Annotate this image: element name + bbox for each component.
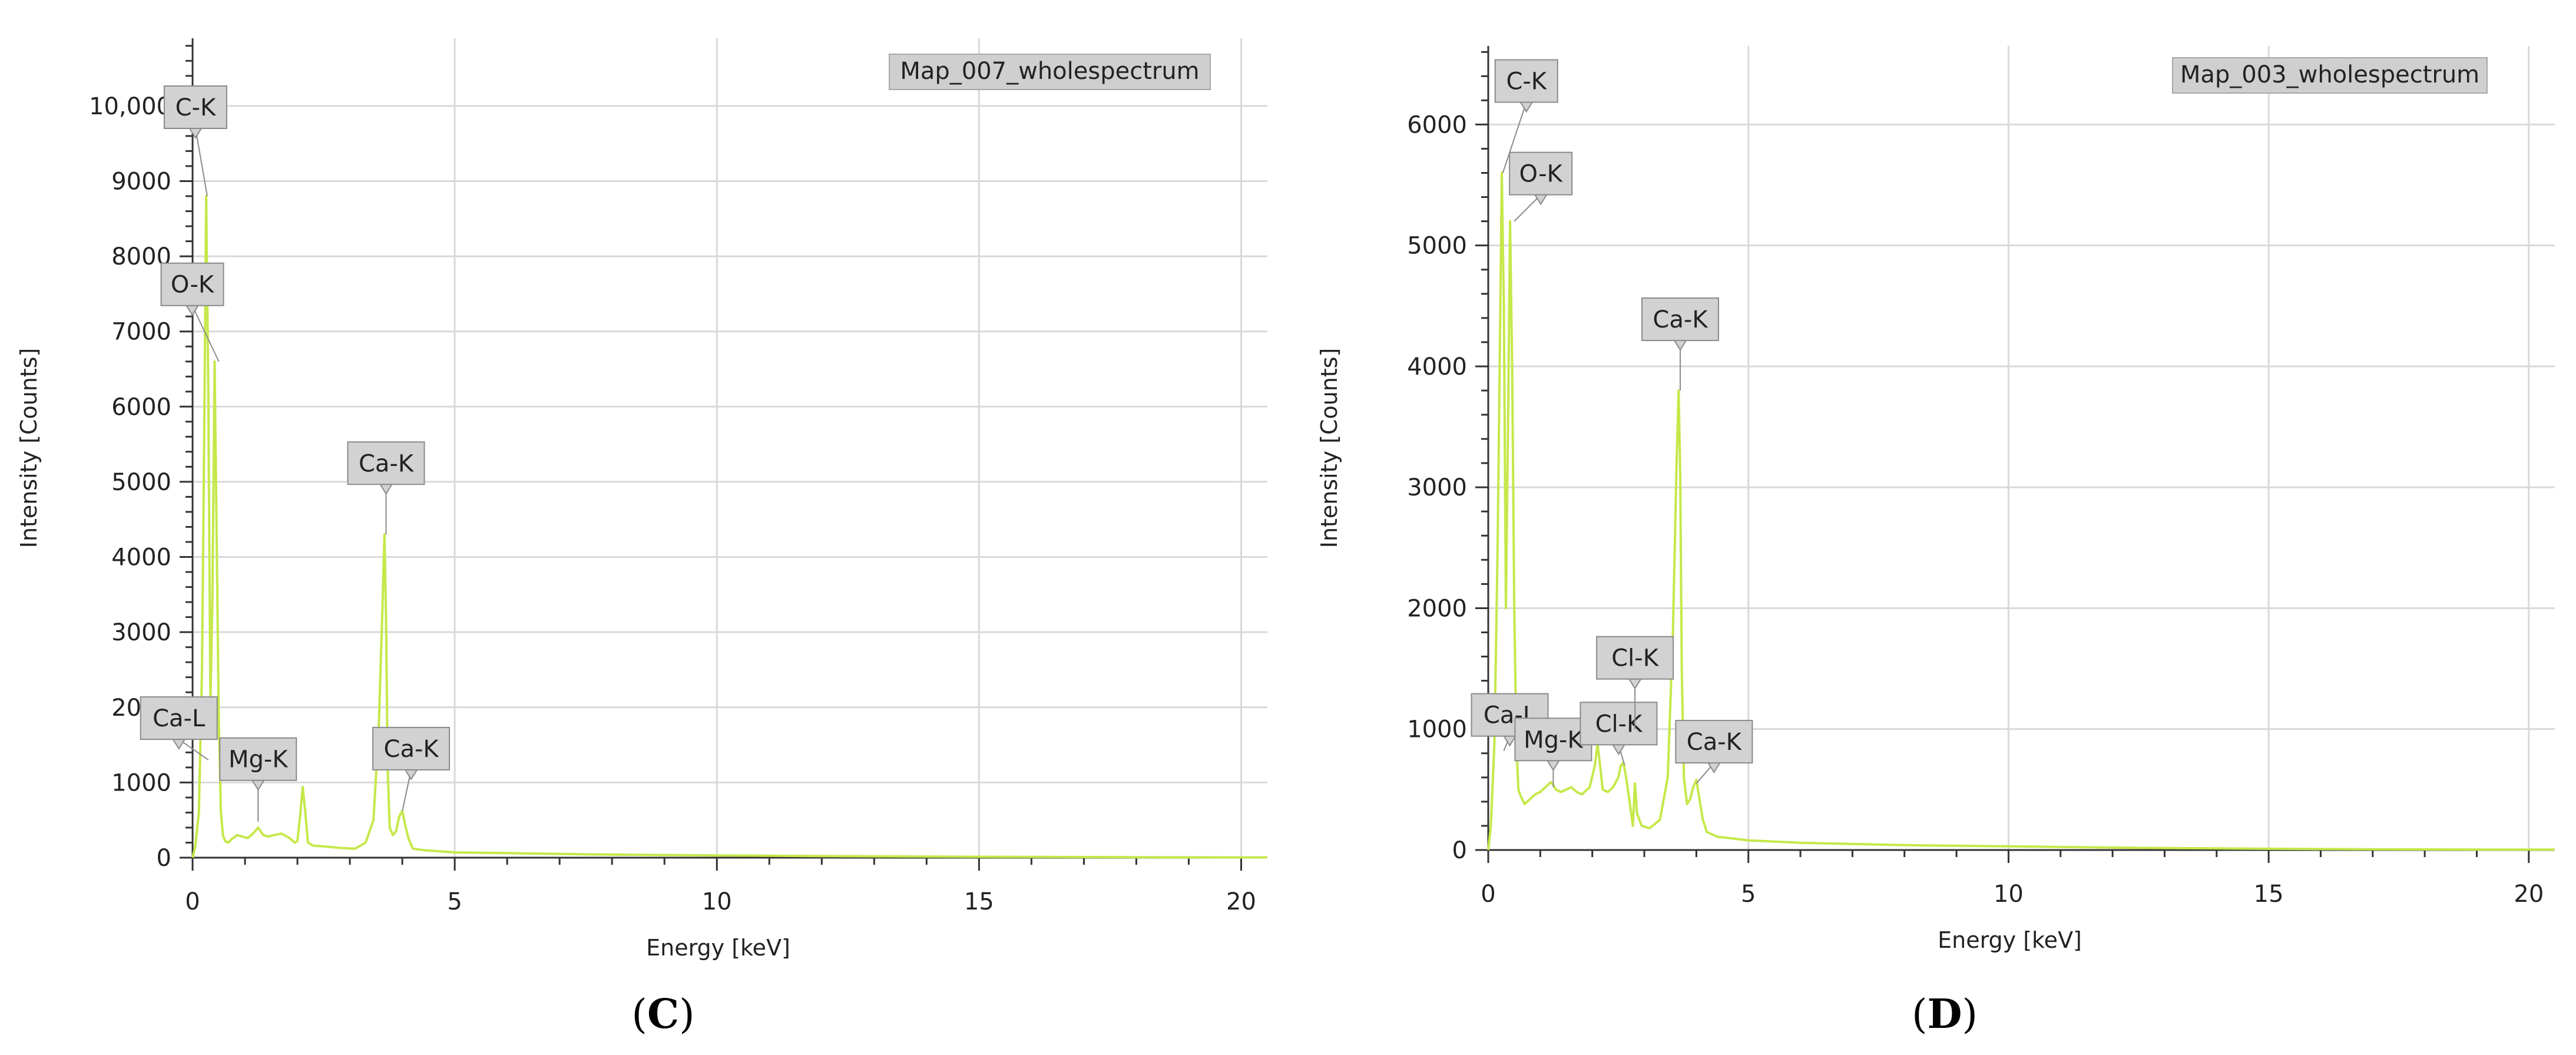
caption-open-paren: ( bbox=[1912, 991, 1928, 1038]
peak-label-text: Cl-K bbox=[1595, 710, 1643, 737]
y-axis-title: Intensity [Counts] bbox=[1316, 348, 1342, 548]
x-axis-title: Energy [keV] bbox=[1938, 927, 2082, 953]
peak-label-box bbox=[163, 85, 227, 129]
peak-label-text: C-K bbox=[1506, 68, 1547, 95]
peak-label-text: Ca-K bbox=[1687, 729, 1743, 756]
spectrum-line bbox=[1487, 171, 2555, 851]
caption-close-paren: ) bbox=[679, 991, 695, 1038]
x-tick-label: 10 bbox=[1994, 881, 2024, 908]
peak-label: Ca-K bbox=[372, 726, 451, 812]
peak-label-text: Mg-K bbox=[229, 746, 289, 773]
peak-label: O-K bbox=[1509, 151, 1573, 222]
peak-label-text: O-K bbox=[171, 272, 215, 299]
peak-label: C-K bbox=[163, 85, 227, 197]
peak-label-box bbox=[1514, 717, 1592, 762]
caption-letter: D bbox=[1928, 991, 1962, 1038]
y-tick-label: 5000 bbox=[1407, 233, 1467, 260]
peak-pointer bbox=[191, 305, 220, 362]
y-axis-title: Intensity [Counts] bbox=[16, 348, 42, 548]
peak-pointer bbox=[194, 128, 208, 197]
legend-entry: Map_003_wholespectrum bbox=[2180, 61, 2479, 88]
peak-label: Mg-K bbox=[1514, 717, 1592, 788]
x-tick-label: 20 bbox=[1226, 888, 1256, 915]
y-tick-label: 1000 bbox=[1407, 716, 1467, 743]
panel-caption: (D) bbox=[1912, 991, 1978, 1038]
peak-label-box bbox=[1675, 720, 1753, 764]
y-tick-label: 0 bbox=[1452, 837, 1467, 864]
peak-label-box bbox=[1494, 59, 1558, 103]
peak-label-box bbox=[140, 696, 218, 740]
y-tick-label: 4000 bbox=[1407, 353, 1467, 381]
peak-pointer bbox=[1502, 102, 1527, 173]
spectrum-chart-d: 0 1000 2000 3000 4000 5000 6000 0 5 10 15 20 Energy … bbox=[1316, 46, 2555, 1038]
y-tick-label: 6000 bbox=[111, 393, 171, 421]
x-axis-title: Energy [keV] bbox=[646, 935, 790, 961]
peak-label-text: Ca-K bbox=[1653, 306, 1708, 333]
x-tick-label: 15 bbox=[964, 888, 994, 915]
y-tick-label: 2000 bbox=[1407, 595, 1467, 622]
x-tick-label: 15 bbox=[2254, 881, 2284, 908]
legend-entry: Map_007_wholespectrum bbox=[900, 58, 1199, 85]
peak-label-box bbox=[1509, 151, 1573, 196]
caption-open-paren: ( bbox=[631, 991, 647, 1038]
peak-label-box bbox=[1641, 297, 1719, 341]
peak-label-text: Ca-K bbox=[359, 450, 415, 477]
plot-area bbox=[1488, 46, 2555, 850]
peak-label-text: Ca-L bbox=[153, 705, 206, 732]
peak-label-text: Ca-K bbox=[384, 736, 440, 763]
peak-pointer-tip bbox=[171, 739, 186, 750]
peak-label-box bbox=[219, 737, 297, 781]
legend-box bbox=[889, 54, 1211, 90]
peak-label: Mg-K bbox=[219, 737, 297, 822]
peak-label: Ca-L bbox=[140, 696, 218, 760]
peak-label: C-K bbox=[1494, 59, 1558, 173]
x-tick-label: 0 bbox=[1481, 881, 1495, 908]
x-tick-label: 5 bbox=[1741, 881, 1756, 908]
y-tick-label: 10,000 bbox=[89, 93, 171, 120]
x-tick-label: 10 bbox=[702, 888, 732, 915]
x-tick-label: 0 bbox=[185, 888, 200, 915]
y-tick-label: 3000 bbox=[1407, 474, 1467, 501]
y-tick-label: 9000 bbox=[111, 168, 171, 195]
x-tick-label: 20 bbox=[2514, 881, 2544, 908]
peak-label: Ca-K bbox=[1675, 720, 1753, 784]
peak-label-box bbox=[347, 441, 425, 485]
y-tick-label: 7000 bbox=[111, 319, 171, 346]
y-tick-label: 0 bbox=[157, 845, 171, 872]
peak-label-text: O-K bbox=[1519, 161, 1564, 188]
peak-label: O-K bbox=[160, 262, 224, 362]
peak-pointer bbox=[178, 739, 209, 760]
panel-caption: (C) bbox=[631, 991, 694, 1038]
peak-label-box bbox=[1596, 636, 1674, 680]
peak-label: Cl-K bbox=[1596, 636, 1674, 729]
x-tick-label: 5 bbox=[447, 888, 462, 915]
y-tick-label: 3000 bbox=[111, 619, 171, 646]
peak-label-box bbox=[160, 262, 224, 306]
peak-label-box bbox=[1580, 702, 1658, 746]
caption-letter: C bbox=[647, 991, 679, 1038]
peak-pointer bbox=[1514, 194, 1541, 222]
peak-label-text: Mg-K bbox=[1524, 726, 1584, 753]
legend-box bbox=[2172, 57, 2488, 94]
peak-label-box bbox=[372, 726, 451, 770]
y-tick-label: 5000 bbox=[111, 469, 171, 496]
spectrum-chart-c: 010002000300040005000600070008000900010,… bbox=[16, 38, 1267, 1038]
peak-label-text: Cl-K bbox=[1611, 645, 1659, 672]
peak-label: Ca-K bbox=[1641, 297, 1719, 391]
y-tick-label: 6000 bbox=[1407, 111, 1467, 138]
peak-label: Ca-K bbox=[347, 441, 425, 535]
peak-label-text: C-K bbox=[176, 94, 217, 121]
y-tick-label: 4000 bbox=[111, 544, 171, 571]
y-tick-label: 1000 bbox=[111, 769, 171, 796]
caption-close-paren: ) bbox=[1962, 991, 1978, 1038]
